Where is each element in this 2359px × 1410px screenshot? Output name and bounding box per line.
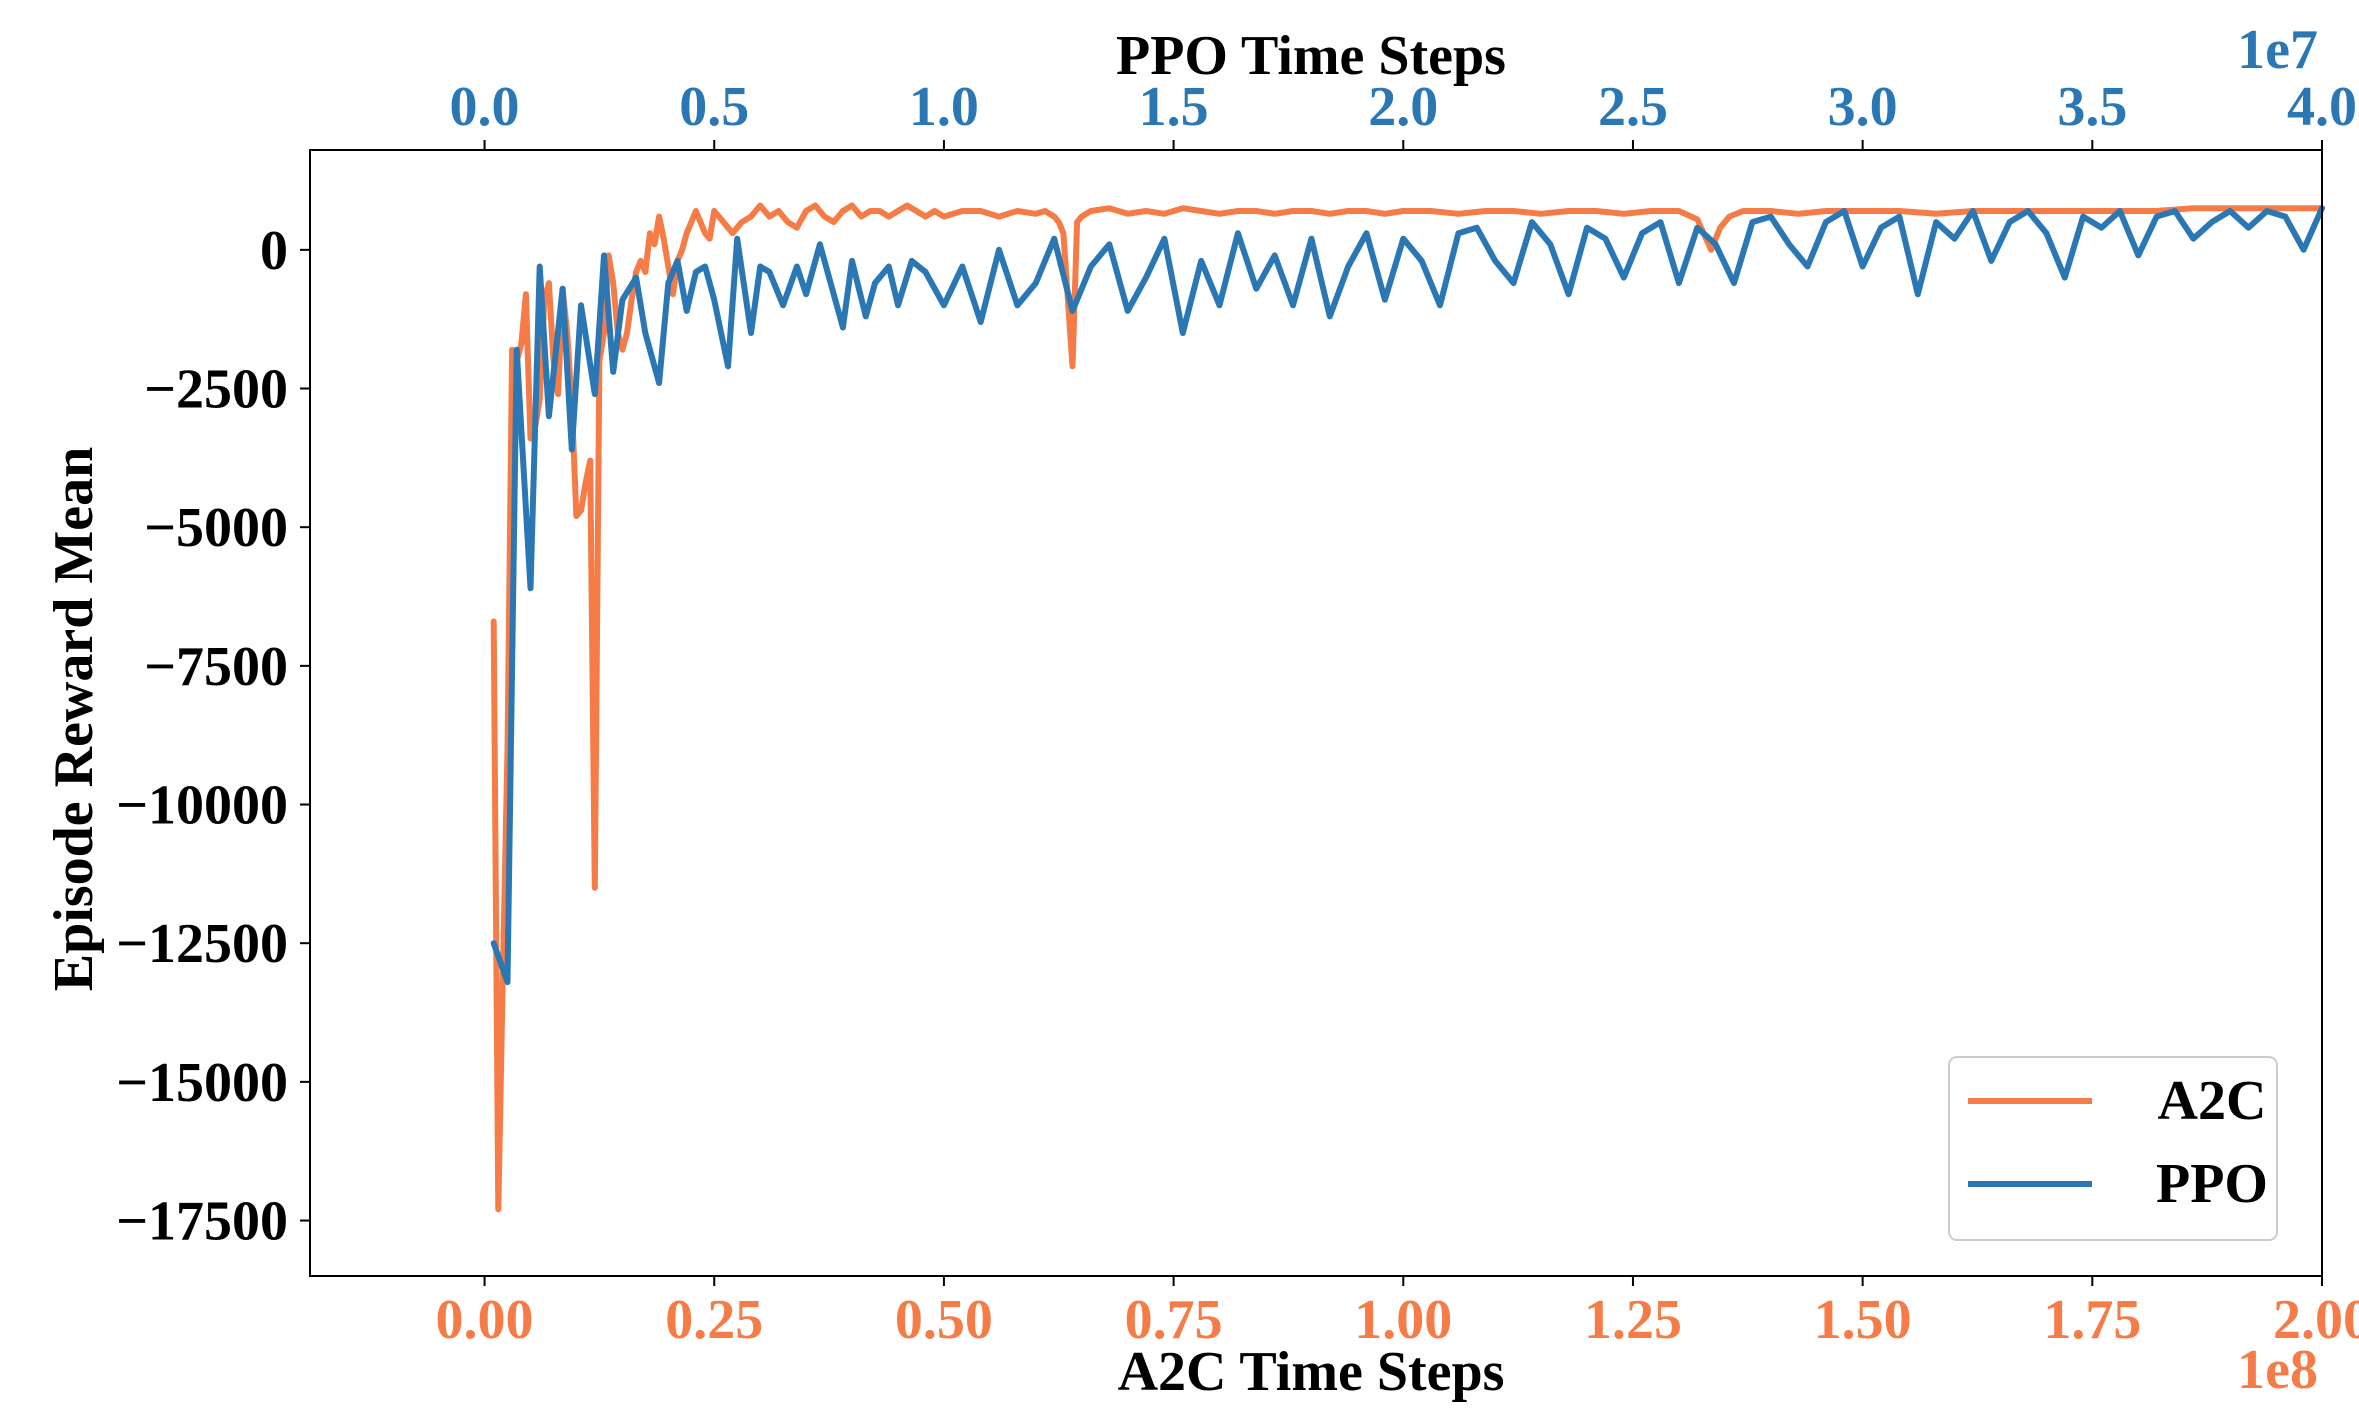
x-tick-label: 1.75: [2043, 1289, 2141, 1351]
y-axis-label: Episode Reward Mean: [43, 447, 105, 991]
bottom-axis-exponent-label: 1e8: [2237, 1339, 2318, 1401]
x-tick-label: 0.50: [895, 1289, 993, 1351]
top-x-tick-label: 3.5: [2057, 76, 2127, 138]
x-tick-label: 0.00: [436, 1289, 534, 1351]
x-tick-label: 1.00: [1354, 1289, 1452, 1351]
top-x-tick-label: 0.0: [450, 76, 520, 138]
legend-label-ppo: PPO: [2156, 1153, 2268, 1215]
series-line-ppo: [490, 205, 2325, 985]
legend-label-a2c: A2C: [2158, 1070, 2267, 1132]
axes-layer: 0.00 0.25 0.50 0.75 1.00 1.25 1.50 1.75 2.000.0 0…: [116, 76, 2359, 1351]
x-axis-label: A2C Time Steps: [1118, 1341, 1505, 1403]
plot-frame: [309, 149, 2323, 1277]
y-tick-label: −2500: [144, 359, 288, 421]
top-x-tick-label: 1.0: [909, 76, 979, 138]
x-tick-label: 0.25: [665, 1289, 763, 1351]
x-tick-label: 2.00: [2273, 1289, 2359, 1351]
top-x-tick-label: 2.5: [1598, 76, 1668, 138]
y-tick-label: −7500: [144, 636, 288, 698]
y-tick-label: −10000: [116, 775, 288, 837]
y-tick-label: −15000: [116, 1052, 288, 1114]
x-tick-label: 1.25: [1584, 1289, 1682, 1351]
y-tick-label: −12500: [116, 913, 288, 975]
top-axis-exponent-label: 1e7: [2237, 19, 2318, 81]
x-tick-label: 0.75: [1125, 1289, 1223, 1351]
y-tick-label: −5000: [144, 497, 288, 559]
top-x-tick-label: 3.0: [1828, 76, 1898, 138]
legend: A2C PPO: [1948, 1056, 2278, 1241]
top-x-tick-label: 4.0: [2287, 76, 2357, 138]
x-tick-label: 1.50: [1814, 1289, 1912, 1351]
top-x-axis-label: PPO Time Steps: [1116, 25, 1506, 87]
series-line-a2c: [490, 202, 2325, 1213]
y-tick-label: 0: [260, 220, 288, 282]
top-x-tick-label: 0.5: [679, 76, 749, 138]
y-tick-label: −17500: [116, 1191, 288, 1253]
top-x-tick-label: 1.5: [1139, 76, 1209, 138]
top-x-tick-label: 2.0: [1368, 76, 1438, 138]
series-layer: [490, 202, 2325, 1213]
